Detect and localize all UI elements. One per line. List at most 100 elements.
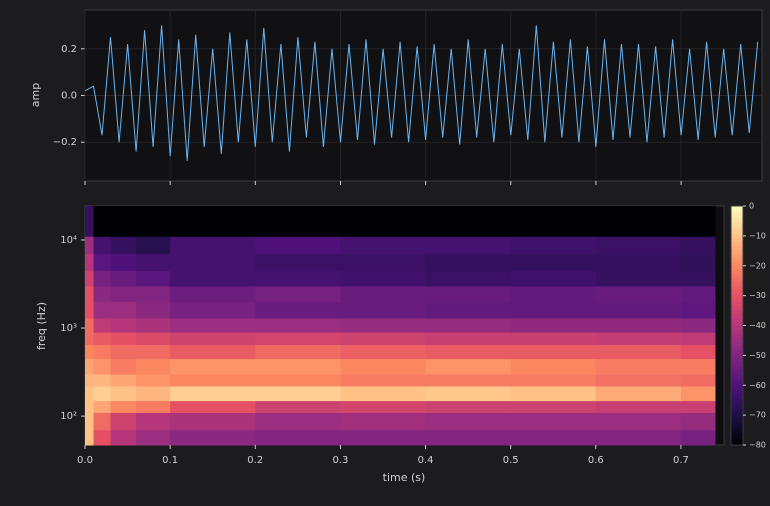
colorbar-segment	[731, 261, 743, 267]
heatmap-cell	[85, 318, 95, 333]
heatmap-cell	[510, 344, 597, 360]
heatmap-cell	[110, 253, 137, 272]
colorbar-segment	[731, 265, 743, 271]
heatmap-cell	[170, 301, 256, 319]
heatmap-cell	[425, 301, 512, 319]
heatmap-cell	[93, 270, 112, 287]
heatmap-cell	[595, 385, 682, 402]
heatmap-cell	[85, 253, 95, 272]
heatmap-cell	[510, 400, 597, 413]
heatmap-cell	[425, 253, 512, 272]
y-tick-label: −0.2	[53, 137, 77, 148]
colorbar-segment	[731, 393, 743, 398]
colorbar-segment	[731, 437, 743, 442]
heatmap-cell	[425, 429, 512, 446]
colorbar-segment	[731, 229, 743, 235]
colorbar-segment	[731, 253, 743, 259]
y-axis-label: amp	[29, 83, 42, 107]
colorbar-segment	[731, 385, 743, 390]
colorbar-segment	[731, 305, 743, 311]
colorbar-segment	[731, 329, 743, 334]
heatmap-cell	[510, 236, 597, 255]
heatmap-cell	[510, 301, 597, 319]
x-tick-label: 0.1	[162, 455, 178, 466]
heatmap-cell	[93, 318, 112, 333]
y-axis-label: freq (Hz)	[35, 302, 48, 350]
heatmap-cell	[85, 429, 95, 446]
colorbar-segment	[731, 273, 743, 279]
heatmap-cell	[136, 358, 171, 375]
heatmap-cell	[110, 270, 137, 287]
colorbar-segment	[731, 321, 743, 326]
heatmap-cell	[85, 358, 95, 375]
heatmap-cell	[340, 301, 427, 319]
heatmap-cell	[255, 400, 341, 413]
heatmap-cell	[170, 400, 256, 413]
heatmap-cell	[110, 332, 137, 346]
heatmap-cell	[255, 253, 341, 272]
heatmap-cell	[510, 206, 597, 237]
colorbar-tick-label: −20	[749, 261, 766, 270]
heatmap-cell	[85, 332, 95, 346]
x-tick-label: 0.7	[673, 455, 689, 466]
heatmap-cell	[595, 236, 682, 255]
colorbar-tick-label: −50	[749, 351, 766, 360]
heatmap-cell	[136, 253, 171, 272]
heatmap-cell	[93, 344, 112, 360]
heatmap-cell	[680, 358, 716, 375]
colorbar-segment	[731, 217, 743, 223]
heatmap-cell	[425, 236, 512, 255]
colorbar-tick-label: −40	[749, 321, 766, 330]
colorbar-segment	[731, 209, 743, 215]
colorbar-tick-label: −70	[749, 411, 766, 420]
x-tick-label: 0.4	[418, 455, 434, 466]
heatmap-cell	[425, 400, 512, 413]
colorbar-segment	[731, 213, 743, 219]
colorbar-segment	[731, 421, 743, 426]
heatmap-cell	[85, 385, 95, 402]
heatmap-cell	[510, 286, 597, 303]
heatmap-cell	[595, 358, 682, 375]
colorbar-segment	[731, 413, 743, 418]
heatmap-cell	[110, 385, 137, 402]
heatmap-cell	[595, 429, 682, 446]
heatmap-cell	[595, 253, 682, 272]
heatmap-cell	[170, 385, 256, 402]
colorbar-segment	[731, 225, 743, 231]
colorbar-segment	[731, 397, 743, 402]
colorbar-segment	[731, 285, 743, 291]
colorbar-segment	[731, 341, 743, 346]
colorbar-tick-label: −80	[749, 441, 766, 450]
heatmap-cell	[93, 374, 112, 387]
colorbar-segment	[731, 373, 743, 378]
heatmap-cell	[510, 412, 597, 431]
heatmap-cell	[680, 286, 716, 303]
heatmap-cell	[680, 400, 716, 413]
heatmap-cell	[340, 270, 427, 287]
heatmap-cell	[170, 318, 256, 333]
heatmap-cell	[595, 374, 682, 387]
heatmap-cell	[170, 270, 256, 287]
heatmap-cell	[170, 412, 256, 431]
colorbar-segment	[731, 297, 743, 303]
heatmap-cell	[595, 332, 682, 346]
heatmap-cell	[425, 374, 512, 387]
heatmap-cell	[680, 374, 716, 387]
y-tick-label: 10⁴	[60, 235, 77, 246]
heatmap-cell	[93, 206, 112, 237]
heatmap-cell	[680, 301, 716, 319]
colorbar-segment	[731, 317, 743, 323]
heatmap-cell	[136, 286, 171, 303]
heatmap-cell	[136, 301, 171, 319]
heatmap-cell	[340, 236, 427, 255]
heatmap-cell	[340, 429, 427, 446]
heatmap-cell	[110, 318, 137, 333]
heatmap-cell	[255, 344, 341, 360]
heatmap-cell	[255, 412, 341, 431]
heatmap-cell	[340, 412, 427, 431]
heatmap-cell	[340, 332, 427, 346]
y-tick-label: 10³	[60, 323, 77, 334]
colorbar-segment	[731, 353, 743, 358]
heatmap-cell	[680, 318, 716, 333]
x-tick-label: 0.6	[588, 455, 604, 466]
